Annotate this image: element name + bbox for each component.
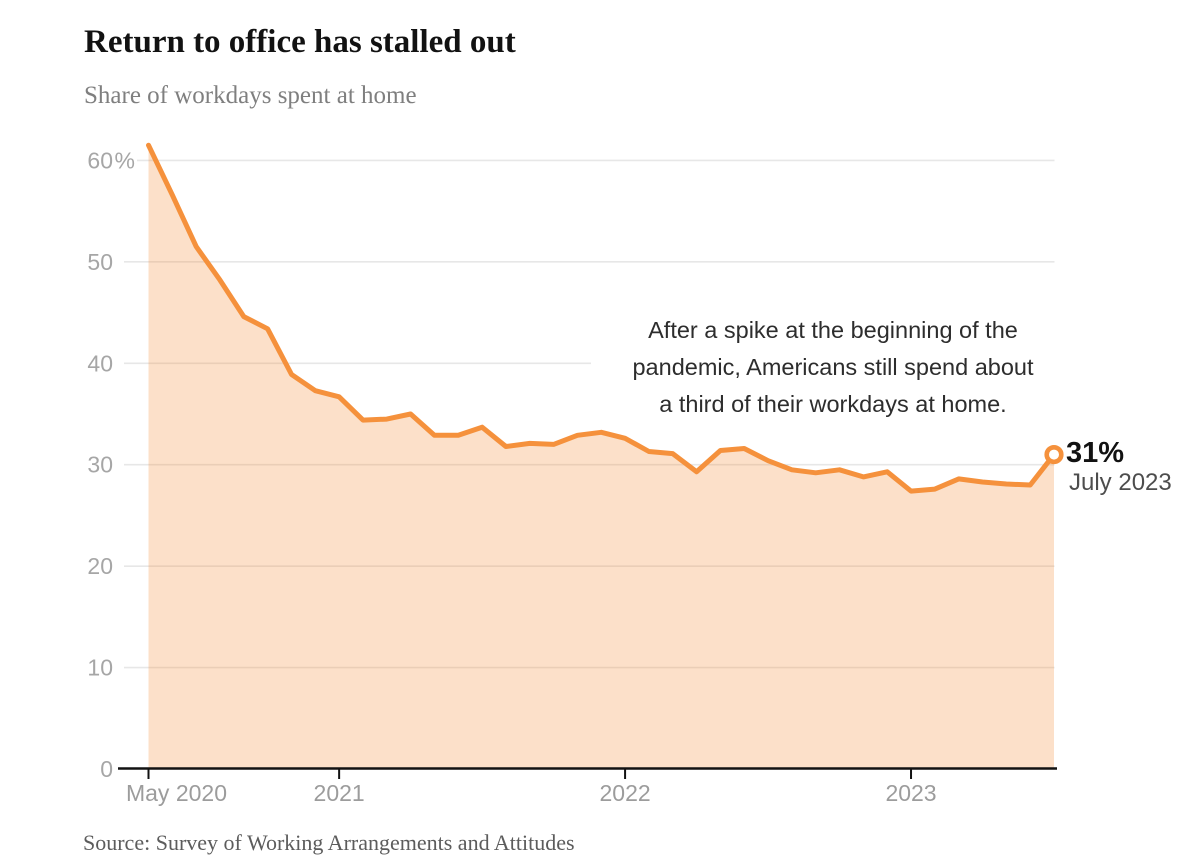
y-axis-label: 40: [87, 350, 113, 376]
y-axis-label: 50: [87, 249, 113, 275]
endpoint-marker: [1044, 444, 1064, 465]
x-axis-label: 2023: [885, 780, 936, 806]
y-axis-label: 0: [100, 756, 113, 782]
y-axis-label: 10: [87, 655, 113, 681]
trend-line: [146, 142, 1057, 494]
y-axis-label: 60: [87, 147, 113, 173]
x-axis-label: May 2020: [126, 780, 227, 806]
endpoint-date-label: July 2023: [1069, 469, 1172, 496]
source-note: Source: Survey of Working Arrangements a…: [83, 830, 575, 855]
x-axis-label: 2022: [599, 780, 650, 806]
y-axis-unit: %: [115, 147, 135, 173]
area-fill: [148, 145, 1054, 769]
y-axis-label: 20: [87, 553, 113, 579]
endpoint-value-label: 31%: [1066, 437, 1125, 469]
y-axis-label: 30: [87, 452, 113, 478]
chart-annotation: After a spike at the beginning of the pa…: [591, 312, 1075, 423]
x-axis-label: 2021: [314, 780, 365, 806]
chart-subtitle: Share of workdays spent at home: [84, 82, 417, 109]
chart-title: Return to office has stalled out: [84, 24, 516, 60]
